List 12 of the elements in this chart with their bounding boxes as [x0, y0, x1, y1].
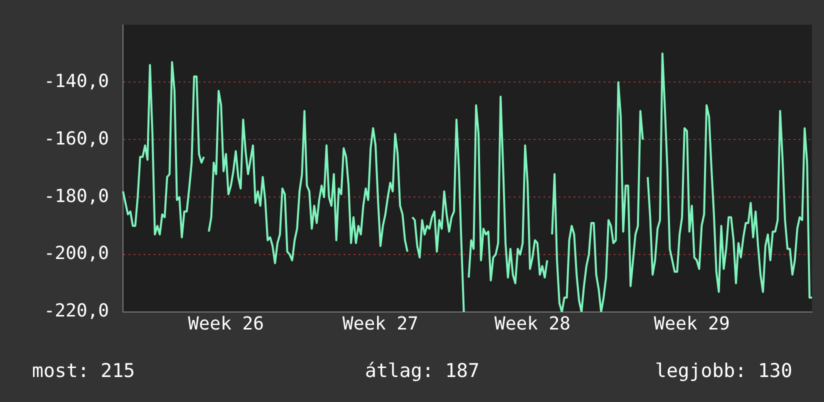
x-tick-label: Week 29	[654, 313, 730, 334]
text: átlag: 187	[365, 360, 480, 382]
y-tick-label: -180,0	[44, 186, 109, 207]
text: legjobb: 130	[655, 360, 792, 382]
x-tick-label: Week 28	[494, 313, 570, 334]
x-tick-label: Week 26	[188, 313, 264, 334]
y-tick-label: -200,0	[44, 243, 109, 264]
y-tick-label: -140,0	[44, 70, 109, 92]
y-tick-label: -160,0	[44, 128, 109, 150]
x-tick-label: Week 27	[342, 313, 418, 334]
text: most: 215	[32, 360, 135, 382]
y-tick-label: -220,0	[44, 300, 109, 322]
